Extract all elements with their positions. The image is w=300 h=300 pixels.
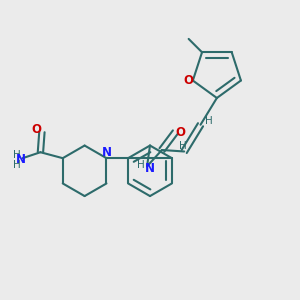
Text: H: H [205,116,213,126]
Text: N: N [16,153,26,166]
Text: H: H [13,160,20,170]
Text: H: H [13,150,20,160]
Text: N: N [101,146,112,159]
Text: O: O [32,122,42,136]
Text: N: N [145,162,155,175]
Text: O: O [183,74,194,87]
Text: H: H [136,160,144,170]
Text: O: O [176,126,186,139]
Text: H: H [179,141,187,151]
